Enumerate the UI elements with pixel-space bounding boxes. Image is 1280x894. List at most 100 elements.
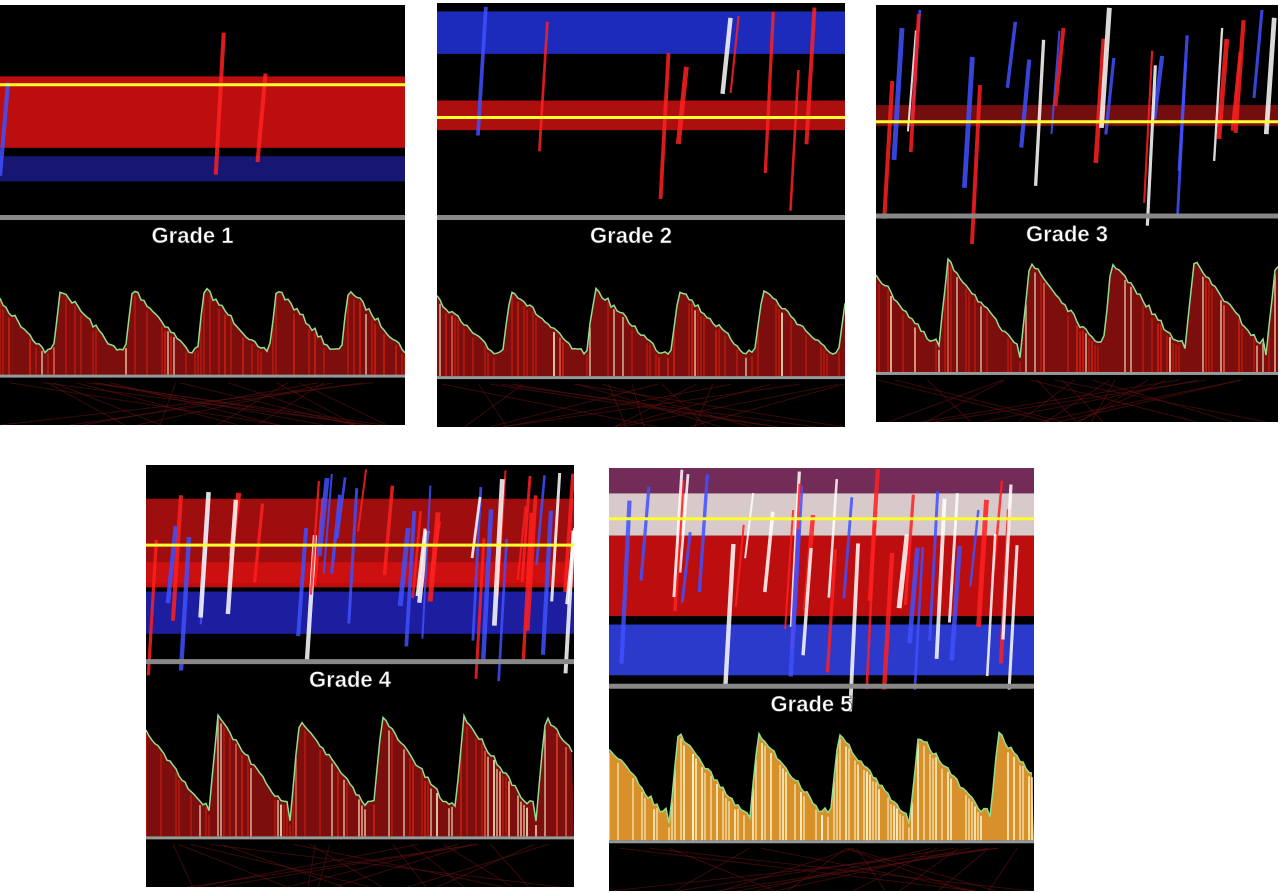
streak (1019, 59, 1032, 148)
noise (774, 847, 970, 891)
streak (784, 509, 795, 630)
noise (1058, 379, 1242, 422)
noise (761, 847, 976, 891)
noise (502, 383, 732, 427)
streak (322, 473, 333, 574)
streak (253, 503, 265, 583)
noise (856, 847, 886, 891)
noise (159, 382, 177, 425)
separator (609, 683, 1034, 689)
streak (891, 27, 905, 161)
streak (1252, 9, 1264, 99)
streak (763, 11, 775, 174)
noise (489, 383, 658, 427)
streak (516, 506, 527, 580)
streak (347, 488, 359, 624)
noise (620, 847, 976, 891)
spectral-fill (146, 715, 574, 837)
color-band (609, 624, 1034, 676)
doppler-image: Grade 1 (0, 32, 405, 425)
noise (668, 847, 776, 891)
streak (680, 531, 692, 603)
noise (490, 844, 529, 887)
grade-label: Grade 1 (152, 223, 234, 248)
noise (716, 847, 997, 891)
streak (525, 495, 538, 631)
noise (938, 847, 989, 891)
streak (1093, 38, 1107, 164)
streak (678, 474, 690, 573)
streak (415, 528, 427, 597)
noise (895, 379, 1064, 422)
color-band (0, 156, 405, 182)
streak (480, 509, 494, 663)
streak (1152, 55, 1165, 120)
noise (649, 847, 1031, 891)
streak (985, 534, 997, 677)
streak (476, 6, 488, 136)
streak (928, 490, 940, 641)
streak (429, 520, 441, 580)
streak (521, 512, 533, 662)
noise (333, 843, 472, 887)
noise (463, 383, 524, 427)
streak (198, 491, 211, 618)
noise (619, 383, 839, 427)
doppler-image: Grade 3 (876, 7, 1278, 422)
noise (46, 382, 125, 425)
streak (1233, 20, 1246, 134)
noise (85, 382, 384, 425)
streak (330, 494, 342, 574)
noise (53, 382, 162, 425)
streak (804, 7, 817, 145)
streak (404, 510, 417, 647)
streak (550, 472, 562, 602)
streak (520, 475, 532, 583)
streak (1230, 51, 1242, 131)
streak (1001, 484, 1013, 640)
spectral-fill (609, 732, 1034, 841)
noise (888, 379, 1004, 422)
grade-label: Grade 2 (590, 223, 672, 248)
noise (934, 379, 1207, 422)
noise (179, 382, 354, 425)
grade-label: Grade 3 (1026, 222, 1108, 247)
streak (397, 527, 411, 607)
doppler-panel: Grade 1 (0, 5, 405, 425)
streak (619, 500, 632, 664)
streak (842, 497, 854, 599)
streak (1212, 27, 1224, 162)
noise (1045, 379, 1111, 422)
noise (187, 843, 479, 887)
noise (189, 843, 371, 887)
streak (825, 549, 838, 673)
envelope (609, 731, 1033, 824)
noise (1090, 379, 1116, 422)
noise (1038, 379, 1241, 422)
streak (316, 477, 330, 557)
streak (382, 485, 395, 576)
noise (309, 843, 383, 887)
noise (83, 382, 319, 425)
noise (614, 383, 697, 427)
noise (221, 843, 344, 887)
noise (899, 847, 959, 891)
streak (165, 525, 179, 604)
streak (848, 543, 860, 712)
streak (675, 66, 689, 145)
separator (437, 215, 845, 220)
streak (178, 536, 192, 671)
streak (146, 539, 158, 676)
streak (535, 475, 546, 566)
grade-label: Grade 5 (771, 692, 853, 717)
noise (577, 383, 722, 427)
streak (882, 81, 895, 219)
separator (876, 213, 1278, 219)
separator (0, 215, 405, 220)
noise (1054, 379, 1267, 422)
separator (146, 836, 574, 840)
color-band (437, 100, 845, 131)
color-band (609, 493, 1034, 536)
doppler-panel: Grade 3 (876, 5, 1278, 422)
